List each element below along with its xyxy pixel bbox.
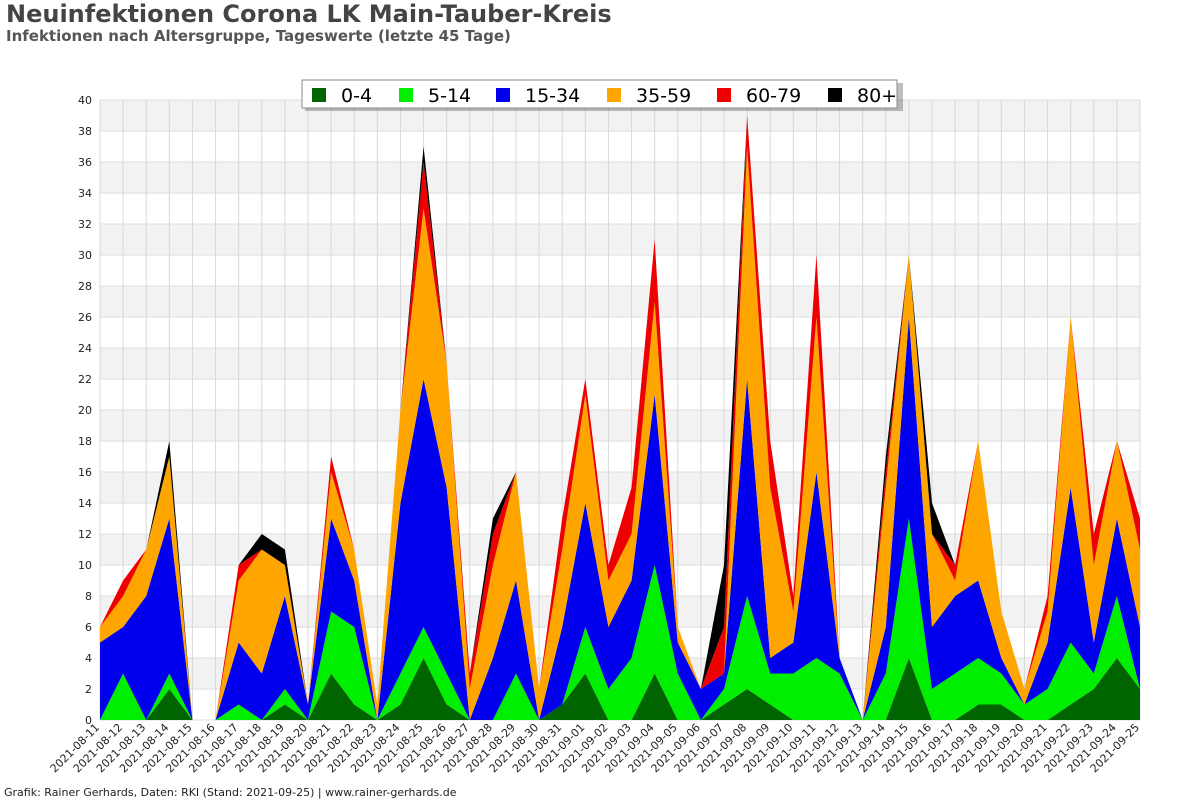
y-tick-label: 0 xyxy=(85,714,92,727)
chart-title: Neuinfektionen Corona LK Main-Tauber-Kre… xyxy=(6,0,612,28)
legend-label-80+: 80+ xyxy=(857,85,897,107)
legend-swatch-15-34 xyxy=(496,88,510,102)
grid-band xyxy=(100,410,1140,441)
grid-band xyxy=(100,224,1140,255)
y-tick-label: 8 xyxy=(85,590,92,603)
legend-label-15-34: 15-34 xyxy=(525,85,580,107)
legend-swatch-60-79 xyxy=(717,88,731,102)
y-tick-label: 12 xyxy=(78,528,92,541)
y-tick-label: 34 xyxy=(78,187,92,200)
y-tick-label: 38 xyxy=(78,125,92,138)
y-tick-label: 28 xyxy=(78,280,92,293)
y-tick-label: 4 xyxy=(85,652,92,665)
y-tick-label: 20 xyxy=(78,404,92,417)
y-tick-label: 26 xyxy=(78,311,92,324)
legend: 0-4 5-14 15-34 35-59 60-79 80+ xyxy=(301,79,903,111)
area-series-35-59 xyxy=(100,146,1140,720)
y-tick-label: 40 xyxy=(78,94,92,107)
y-tick-label: 36 xyxy=(78,156,92,169)
legend-swatch-0-4 xyxy=(312,88,326,102)
grid-band xyxy=(100,472,1140,503)
y-tick-label: 22 xyxy=(78,373,92,386)
y-tick-label: 10 xyxy=(78,559,92,572)
legend-label-60-79: 60-79 xyxy=(746,85,801,107)
area-series-15-34 xyxy=(100,317,1140,720)
y-tick-label: 32 xyxy=(78,218,92,231)
y-tick-label: 18 xyxy=(78,435,92,448)
legend-swatch-35-59 xyxy=(607,88,621,102)
chart-subtitle: Infektionen nach Altersgruppe, Tageswert… xyxy=(6,27,511,45)
y-tick-label: 6 xyxy=(85,621,92,634)
legend-label-35-59: 35-59 xyxy=(636,85,691,107)
y-tick-label: 16 xyxy=(78,466,92,479)
legend-swatch-5-14 xyxy=(399,88,413,102)
legend-label-5-14: 5-14 xyxy=(428,85,471,107)
source-credit: Grafik: Rainer Gerhards, Daten: RKI (Sta… xyxy=(4,786,457,799)
legend-box xyxy=(301,79,898,109)
grid-band xyxy=(100,286,1140,317)
legend-swatch-80+ xyxy=(828,88,842,102)
legend-label-0-4: 0-4 xyxy=(341,85,372,107)
y-tick-label: 2 xyxy=(85,683,92,696)
area-series-5-14 xyxy=(100,518,1140,720)
grid-band xyxy=(100,162,1140,193)
y-tick-label: 24 xyxy=(78,342,92,355)
y-tick-label: 14 xyxy=(78,497,92,510)
grid-band xyxy=(100,348,1140,379)
y-tick-label: 30 xyxy=(78,249,92,262)
